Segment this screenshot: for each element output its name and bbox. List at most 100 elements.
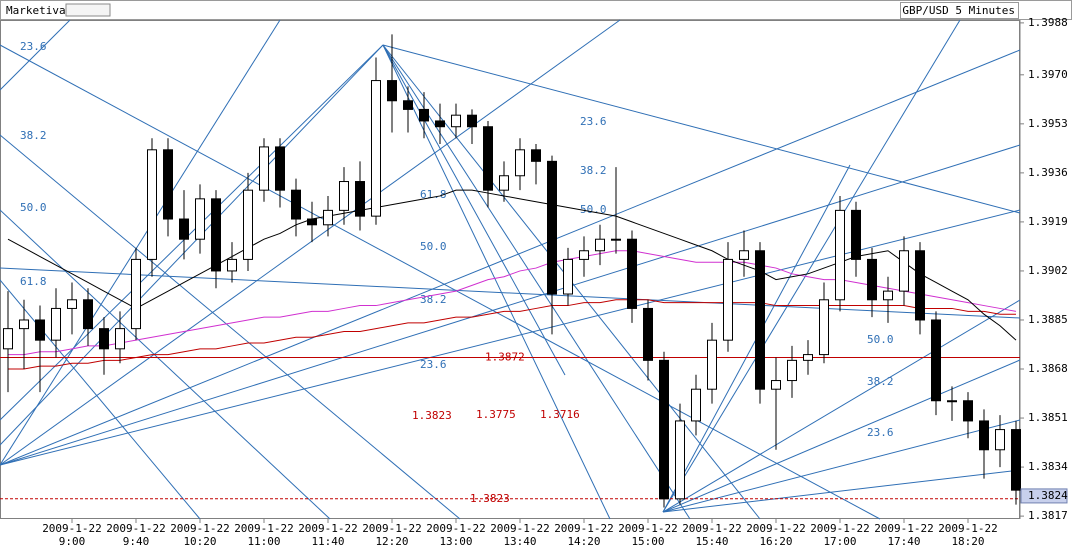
x-tick-label: 2009-1-22 16:20 — [746, 522, 806, 548]
fan-line — [662, 19, 961, 513]
candle-body — [643, 307, 653, 361]
x-tick-label: 2009-1-22 9:40 — [106, 522, 166, 548]
x-tick-label: 2009-1-22 17:00 — [810, 522, 870, 548]
fan-line — [662, 469, 1021, 513]
candle-body — [819, 299, 829, 356]
fib-label: 61.8 — [420, 188, 447, 201]
candle-body — [627, 238, 637, 309]
candle-body — [323, 209, 333, 226]
candle-body — [707, 339, 717, 390]
candle-body — [147, 149, 157, 260]
last-price-label: 1.3824 — [1028, 489, 1068, 502]
level-label: 1.3823 — [470, 492, 510, 505]
fib-label: 38.2 — [580, 164, 607, 177]
candle-body — [307, 218, 317, 226]
candle-body — [1011, 429, 1021, 491]
fan-line — [382, 44, 691, 520]
projection-label: 1.3775 — [476, 408, 516, 421]
x-tick-label: 2009-1-22 13:00 — [426, 522, 486, 548]
candle-body — [483, 126, 493, 191]
candle-body — [611, 238, 621, 241]
candle-body — [771, 380, 781, 390]
candle-body — [755, 250, 765, 390]
candle-body — [99, 328, 109, 350]
x-tick-label: 2009-1-22 9:00 — [42, 522, 102, 548]
indicator-line — [8, 299, 1016, 370]
y-tick-label: 1.3851 — [1028, 411, 1068, 424]
x-tick-label: 2009-1-22 11:40 — [298, 522, 358, 548]
x-tick-label: 2009-1-22 15:40 — [682, 522, 742, 548]
candle-body — [675, 420, 685, 500]
last-price-tag — [1020, 488, 1068, 504]
fan-line — [0, 279, 201, 520]
candle-body — [963, 400, 973, 422]
y-tick-label: 1.3953 — [1028, 117, 1068, 130]
candle-body — [339, 181, 349, 211]
candle-body — [467, 114, 477, 128]
level-label: 1.3872 — [485, 350, 525, 363]
x-tick-label: 2009-1-22 14:20 — [554, 522, 614, 548]
projection-label: 1.3716 — [540, 408, 580, 421]
fan-line — [0, 19, 281, 466]
fan-line — [0, 267, 1021, 319]
candle-body — [211, 198, 221, 272]
fan-line — [0, 44, 384, 446]
candles — [3, 34, 1021, 508]
candle-body — [803, 354, 813, 361]
fan-line — [0, 49, 1021, 466]
candle-body — [851, 209, 861, 260]
x-tick-label: 2009-1-22 10:20 — [170, 522, 230, 548]
x-tick-label: 2009-1-22 15:00 — [618, 522, 678, 548]
candle-body — [739, 250, 749, 260]
fan-lines — [0, 19, 1021, 520]
fan-line — [0, 144, 1021, 466]
candle-body — [51, 307, 61, 341]
x-tick-label: 2009-1-22 18:20 — [938, 522, 998, 548]
fib-label: 50.0 — [867, 333, 894, 346]
candle-body — [419, 108, 429, 122]
candle-body — [115, 328, 125, 350]
fan-line — [662, 419, 1021, 513]
fan-line — [0, 134, 461, 520]
symbol-input[interactable] — [65, 3, 111, 17]
candle-body — [563, 258, 573, 295]
candle-body — [19, 319, 29, 330]
y-tick-label: 1.3970 — [1028, 68, 1068, 81]
y-tick-label: 1.3919 — [1028, 215, 1068, 228]
fib-labels: 23.6 38.2 50.0 61.8 61.8 50.0 38.2 23.6 … — [20, 40, 894, 439]
candle-body — [195, 198, 205, 240]
candle-body — [291, 189, 301, 220]
x-tick-label: 2009-1-22 12:20 — [362, 522, 422, 548]
candle-body — [131, 258, 141, 330]
candle-body — [451, 114, 461, 128]
fib-label: 23.6 — [867, 426, 894, 439]
chart-title: GBP/USD 5 Minutes — [902, 4, 1015, 17]
candle-body — [931, 319, 941, 402]
y-tick-label: 1.3936 — [1028, 166, 1068, 179]
fib-label: 38.2 — [20, 129, 47, 142]
indicator-line — [7, 189, 1017, 341]
candle-body — [403, 100, 413, 110]
fib-label: 38.2 — [867, 375, 894, 388]
candle-body — [3, 328, 13, 350]
candle-body — [979, 420, 989, 451]
fib-label: 23.6 — [20, 40, 47, 53]
candle-body — [275, 146, 285, 191]
title-box — [900, 2, 1019, 19]
fib-label: 23.6 — [580, 115, 607, 128]
fan-line — [0, 209, 331, 520]
candle-body — [531, 149, 541, 162]
candle-body — [835, 209, 845, 301]
candle-body — [83, 299, 93, 330]
candle-body — [723, 258, 733, 341]
candle-body — [243, 189, 253, 260]
candle-body — [883, 290, 893, 301]
projections: 1.3823 1.3775 1.3716 — [412, 408, 580, 422]
candle-body — [659, 359, 669, 500]
fan-line — [662, 299, 1021, 513]
candle-body — [915, 250, 925, 321]
x-tick-label: 2009-1-22 17:40 — [874, 522, 934, 548]
fan-line — [0, 44, 881, 520]
y-tick-label: 1.3902 — [1028, 264, 1068, 277]
